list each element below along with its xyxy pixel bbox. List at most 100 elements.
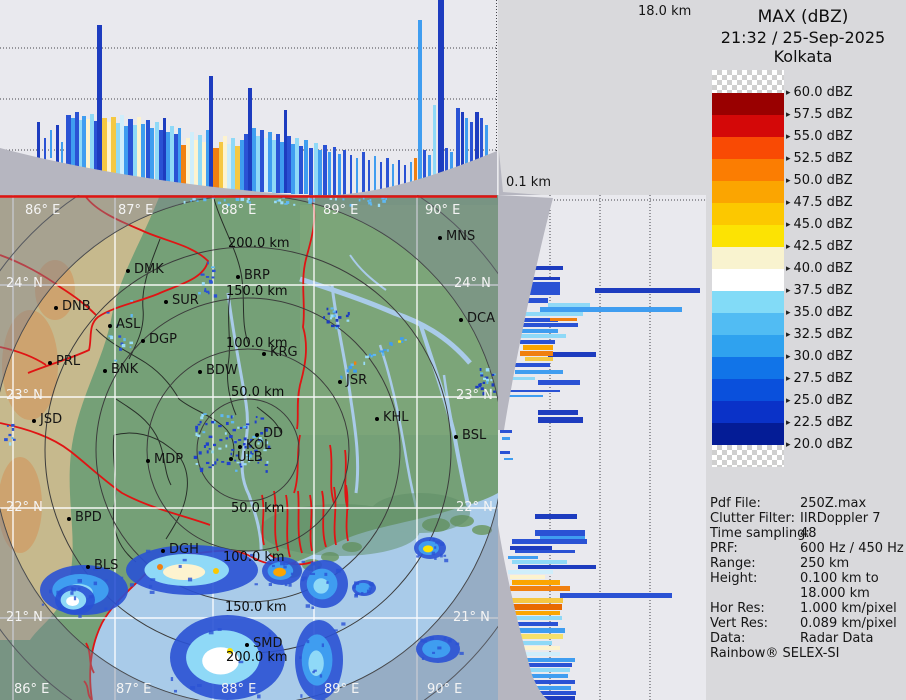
echo-speck xyxy=(323,316,326,320)
profile-bar xyxy=(560,593,672,598)
echo-speck xyxy=(362,197,365,200)
tick-arrow-icon: ▸ xyxy=(786,374,791,384)
echo-speck xyxy=(204,287,207,291)
profile-bar xyxy=(206,130,209,189)
profile-bar xyxy=(116,123,120,181)
echo-speck xyxy=(234,459,237,462)
profile-bar xyxy=(522,663,572,667)
echo-speck xyxy=(227,203,230,207)
echo-speck xyxy=(235,197,240,201)
echo-speck xyxy=(217,201,221,205)
echo-speck xyxy=(254,449,258,453)
echo-speck xyxy=(206,450,209,454)
echo-speck xyxy=(485,368,490,372)
echo-speck xyxy=(173,689,178,693)
tick-arrow-icon: ▸ xyxy=(786,154,791,164)
echo-speck xyxy=(416,555,420,558)
map-highland-patches xyxy=(0,260,75,553)
echo-speck xyxy=(200,273,203,276)
profile-bar xyxy=(508,556,538,559)
metadata-value: 0.100 km to xyxy=(800,571,879,586)
profile-bar xyxy=(510,575,545,579)
profile-bar xyxy=(82,116,86,176)
profile-bar xyxy=(141,124,145,184)
tick-text: 22.5 dBZ xyxy=(793,415,853,430)
tick-text: 40.0 dBZ xyxy=(793,261,853,276)
echo-speck xyxy=(431,551,436,556)
echo-speck xyxy=(324,572,328,576)
tick-arrow-icon: ▸ xyxy=(786,264,791,274)
right-profile-echo-bars xyxy=(500,266,700,700)
echo-speck xyxy=(208,466,212,469)
echo-speck xyxy=(264,464,268,466)
timestamp: 21:32 / 25-Sep-2025 xyxy=(720,28,886,47)
profile-bar xyxy=(540,307,682,312)
echo-speck xyxy=(378,350,382,353)
echo-speck xyxy=(198,451,202,455)
profile-bar xyxy=(510,604,562,610)
echo-speck xyxy=(214,461,217,465)
echo-speck xyxy=(149,590,155,594)
echo-speck xyxy=(192,198,196,201)
echo-speck xyxy=(190,199,193,202)
echo-speck xyxy=(49,589,52,594)
scale-tick-label: ▸ 57.5 dBZ xyxy=(786,107,853,123)
scale-swatch xyxy=(712,203,784,225)
top-profile-canvas xyxy=(0,0,498,196)
scale-swatch xyxy=(712,335,784,357)
profile-bar xyxy=(368,160,370,196)
profile-bar xyxy=(159,130,163,185)
echo-speck xyxy=(231,415,234,418)
profile-bar xyxy=(465,118,468,174)
profile-bar xyxy=(252,128,256,192)
echo-intense-cell xyxy=(227,648,233,654)
echo-speck xyxy=(349,203,354,207)
echo-speck xyxy=(187,577,193,582)
echo-speck xyxy=(247,197,250,200)
tick-text: 30.0 dBZ xyxy=(793,349,853,364)
echo-speck xyxy=(484,376,489,379)
echo-speck xyxy=(6,424,9,427)
echo-speck xyxy=(335,326,339,330)
echo-speck xyxy=(197,683,202,687)
scale-swatch-underrange xyxy=(712,445,784,467)
echo-speck xyxy=(219,438,223,442)
scale-tick-label: ▸ 55.0 dBZ xyxy=(786,129,853,145)
echo-speck xyxy=(398,340,402,343)
metadata-label: Data: xyxy=(710,631,746,646)
echo-speck xyxy=(335,325,338,328)
profile-bar xyxy=(513,329,558,333)
echo-speck xyxy=(205,422,208,426)
profile-bar xyxy=(170,126,174,186)
echo-speck xyxy=(386,349,389,352)
tick-text: 37.5 dBZ xyxy=(793,283,853,298)
echo-speck xyxy=(341,622,346,626)
color-scale xyxy=(712,70,784,467)
echo-speck xyxy=(284,203,288,205)
echo-speck xyxy=(263,449,267,452)
echo-speck xyxy=(368,582,374,586)
echo-speck xyxy=(58,607,64,611)
profile-bar xyxy=(150,128,154,185)
height-axis-origin-label: 0.1 km xyxy=(506,175,551,190)
scale-swatch xyxy=(712,159,784,181)
profile-bar xyxy=(75,112,79,174)
profile-bar xyxy=(398,160,400,193)
echo-speck xyxy=(382,199,386,203)
profile-bar xyxy=(520,351,553,356)
metadata-row: PRF: 600 Hz / 450 Hz xyxy=(710,541,906,556)
echo-speck xyxy=(447,638,452,643)
echo-speck xyxy=(250,553,255,557)
profile-bar xyxy=(512,616,562,620)
echo-speck xyxy=(319,674,323,678)
top-profile-echo-bars xyxy=(37,0,488,196)
profile-bar xyxy=(518,622,558,626)
metadata-value: Radar Data xyxy=(800,631,874,646)
echo-speck xyxy=(211,276,215,279)
profile-bar xyxy=(520,658,575,662)
tick-text: 60.0 dBZ xyxy=(793,85,853,100)
profile-bar xyxy=(508,570,553,574)
metadata-label: Hor Res: xyxy=(710,601,765,616)
echo-speck xyxy=(232,428,236,432)
echo-speck xyxy=(221,461,225,463)
